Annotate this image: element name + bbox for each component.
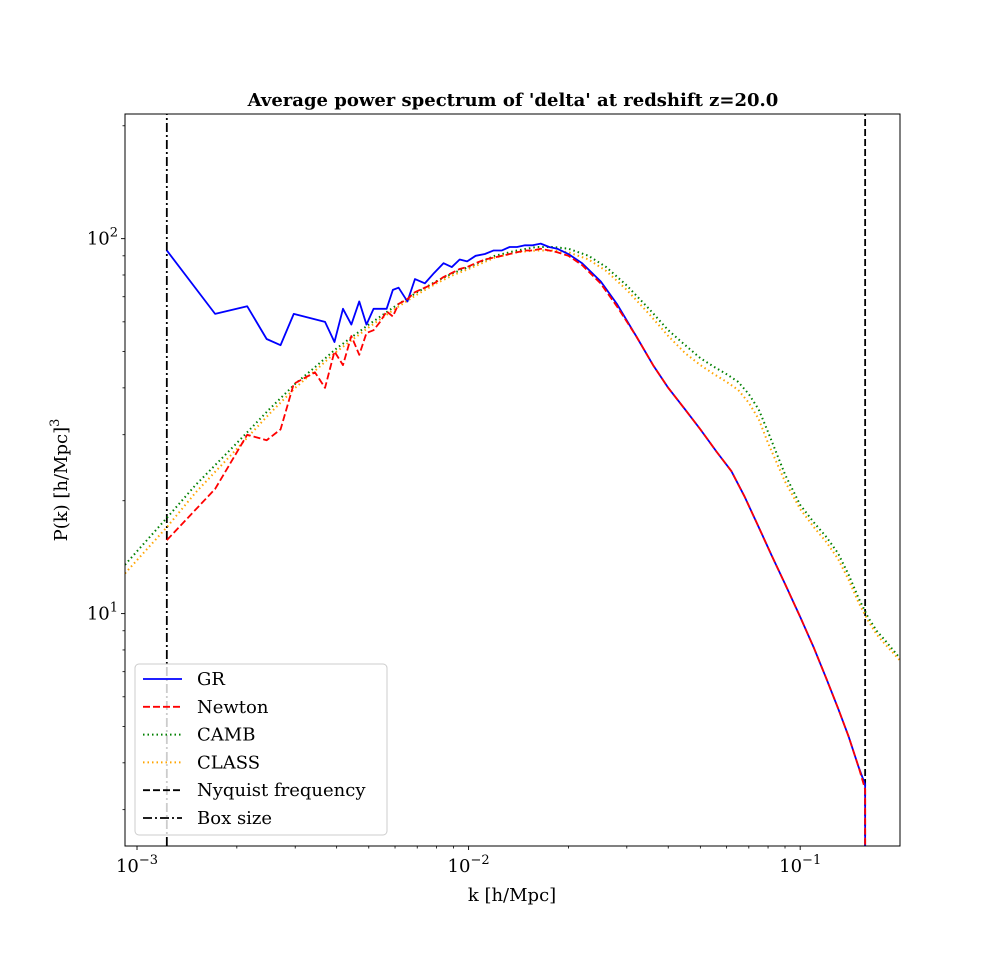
x-tick-exponent: −3: [139, 853, 158, 868]
legend-box: [134, 663, 388, 836]
legend: GR Newton CAMB CLASS Nyquist frequency Box si…: [134, 663, 388, 836]
legend-label-gr: GR: [197, 669, 225, 690]
x-ticks: 10−3 10−2 10−1: [116, 846, 821, 877]
x-tick-base: 10: [779, 856, 802, 877]
y-axis-label-exponent: 3: [48, 419, 63, 427]
series-line-newton: [166, 247, 867, 846]
y-axis-label: P(k) [h/Mpc]3: [48, 419, 72, 542]
x-axis-label: k [h/Mpc]: [468, 885, 556, 906]
axes-frame: [124, 113, 901, 847]
legend-label-newton: Newton: [197, 697, 269, 718]
x-axis-label-text: k [h/Mpc]: [468, 885, 556, 906]
x-tick-base: 10: [448, 856, 471, 877]
series-line-class: [125, 249, 900, 662]
x-tick-base: 10: [116, 856, 139, 877]
y-tick-exponent: 2: [110, 226, 118, 241]
legend-label-box-size: Box size: [197, 808, 272, 829]
y-tick-base: 10: [87, 604, 110, 625]
legend-label-class: CLASS: [197, 752, 260, 773]
x-tick-exponent: −1: [802, 853, 821, 868]
y-tick-label: 101: [87, 601, 118, 625]
x-tick-label: 10−3: [116, 853, 158, 877]
y-tick-exponent: 1: [110, 601, 118, 616]
x-tick-label: 10−1: [779, 853, 821, 877]
x-tick-exponent: −2: [470, 853, 489, 868]
y-tick-label: 102: [87, 226, 118, 250]
x-tick-label: 10−2: [448, 853, 490, 877]
legend-label-nyquist-frequency: Nyquist frequency: [197, 780, 366, 801]
legend-label-camb: CAMB: [197, 725, 255, 746]
y-axis-label-text: P(k) [h/Mpc]: [51, 427, 72, 542]
y-tick-base: 10: [87, 229, 110, 250]
chart-title: Average power spectrum of 'delta' at red…: [247, 90, 779, 111]
